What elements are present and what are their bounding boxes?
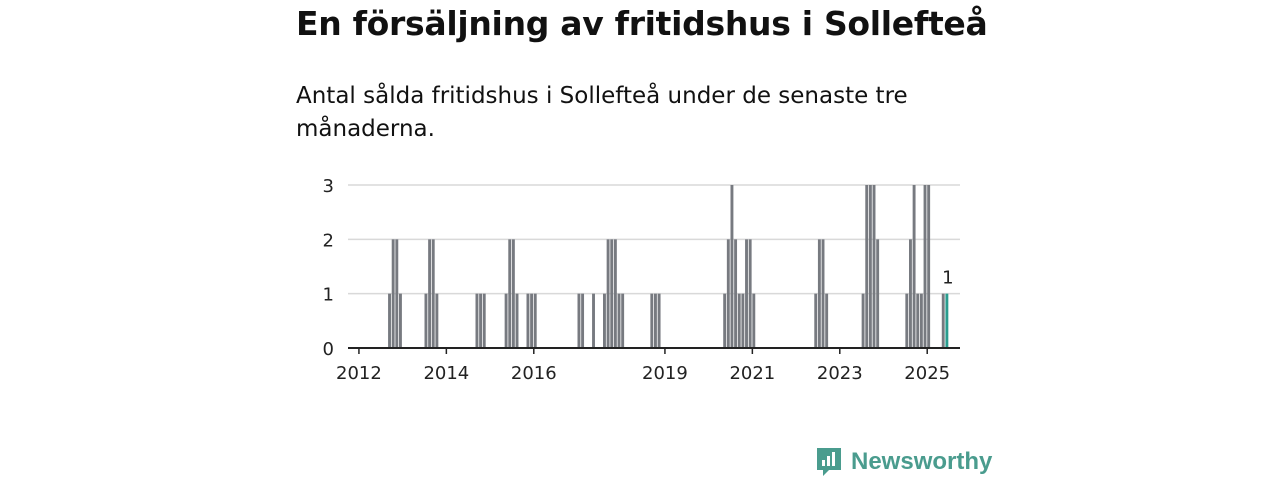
bar (654, 293, 657, 348)
bar (399, 293, 402, 348)
chart-title: En försäljning av fritidshus i Sollefteå (296, 4, 988, 43)
bar (482, 293, 486, 348)
bar (919, 293, 923, 348)
bar (428, 239, 432, 348)
bar (748, 239, 752, 348)
bar (876, 239, 880, 348)
bar (923, 185, 927, 348)
x-tick-label: 2023 (817, 363, 863, 384)
bar (581, 293, 585, 348)
x-tick-label: 2025 (904, 363, 950, 384)
bar (868, 185, 872, 348)
x-tick-label: 2019 (642, 363, 688, 384)
bar (817, 239, 821, 348)
bar (533, 293, 537, 348)
bar (606, 239, 610, 348)
bar (435, 293, 439, 348)
bar (504, 293, 508, 348)
axes (348, 347, 960, 354)
bar (515, 293, 519, 348)
bar (511, 239, 515, 348)
bar (912, 185, 916, 348)
bars-group (388, 185, 949, 348)
bar (872, 185, 876, 348)
bar (526, 293, 530, 348)
bar (927, 185, 931, 348)
chart-subtitle: Antal sålda fritidshus i Sollefteå under… (296, 83, 908, 142)
bar (475, 293, 479, 348)
y-tick-label: 0 (323, 339, 334, 360)
bar (905, 293, 909, 348)
x-tick-label: 2016 (511, 363, 557, 384)
bar (431, 239, 435, 348)
bar (391, 239, 395, 348)
bar (821, 239, 825, 348)
bar (814, 293, 818, 348)
bar (577, 293, 581, 348)
bar (861, 293, 865, 348)
bar (916, 293, 920, 348)
bar (941, 293, 945, 348)
bar (530, 293, 534, 348)
bar (617, 293, 621, 348)
y-tick-label: 2 (323, 230, 334, 251)
bar (508, 239, 512, 348)
brand-logo: Newsworthy (815, 446, 992, 478)
labels: 0 1 2 3 1 2012 2014 2016 2019 2021 2023 2025 (323, 176, 954, 384)
bar (613, 239, 617, 348)
bar (388, 293, 391, 348)
bar (424, 293, 428, 348)
y-tick-label: 1 (323, 285, 334, 306)
bar (865, 185, 869, 348)
y-tick-label: 3 (323, 176, 334, 197)
highlight-bar (945, 293, 949, 348)
bar (734, 239, 738, 348)
brand-name: Newsworthy (851, 448, 993, 475)
bar (752, 293, 756, 348)
bar (741, 293, 745, 348)
newsworthy-logo-icon (817, 448, 841, 476)
bar (726, 239, 730, 348)
bar (395, 239, 399, 348)
bar-chart: 0 1 2 3 1 2012 2014 2016 2019 2021 2023 2025 (323, 176, 960, 384)
bar (603, 293, 606, 348)
bar (479, 293, 483, 348)
bar (650, 293, 654, 348)
bar (610, 239, 614, 348)
bar (723, 293, 727, 348)
bar (745, 239, 748, 348)
x-tick-label: 2012 (336, 363, 382, 384)
gridlines (348, 184, 960, 295)
bar (657, 293, 661, 348)
bar (825, 293, 829, 348)
x-tick-label: 2014 (423, 363, 469, 384)
highlight-value-label: 1 (942, 268, 953, 289)
x-tick-label: 2021 (729, 363, 775, 384)
bar (730, 185, 734, 348)
bar (909, 239, 912, 348)
bar (592, 293, 595, 348)
bar (737, 293, 741, 348)
bar (621, 293, 625, 348)
